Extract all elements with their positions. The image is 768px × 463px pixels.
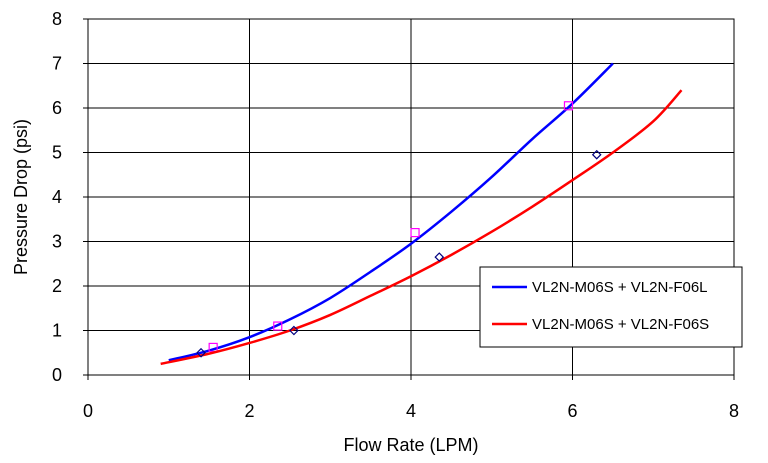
series-layer xyxy=(160,62,683,366)
series-1-point xyxy=(563,101,574,111)
x-tick-label: 8 xyxy=(729,401,739,421)
y-tick-label: 5 xyxy=(52,143,62,163)
y-tick-label: 6 xyxy=(52,98,62,118)
y-tick-label: 1 xyxy=(52,321,62,341)
series-2-point xyxy=(196,347,206,358)
series-1-point xyxy=(410,228,420,238)
series-1-line xyxy=(168,62,614,362)
y-tick-label: 8 xyxy=(52,9,62,29)
series-1-point xyxy=(273,321,283,331)
legend-label-series-1: VL2N-M06S + VL2N-F06L xyxy=(532,279,708,296)
legend: VL2N-M06S + VL2N-F06L VL2N-M06S + VL2N-F… xyxy=(479,266,743,348)
series-2-point xyxy=(289,325,299,336)
y-tick-label: 3 xyxy=(52,232,62,252)
tick-labels: 0 1 2 3 4 5 6 7 8 0 2 4 6 8 xyxy=(52,9,739,421)
y-tick-label: 2 xyxy=(52,276,62,296)
x-tick-label: 0 xyxy=(83,401,93,421)
x-tick-label: 2 xyxy=(244,401,254,421)
x-tick-label: 6 xyxy=(567,401,577,421)
series-2-point xyxy=(434,252,445,262)
legend-box xyxy=(479,266,743,348)
series-2-point xyxy=(591,149,602,160)
legend-label-series-2: VL2N-M06S + VL2N-F06S xyxy=(532,316,709,333)
y-tick-label: 0 xyxy=(52,365,62,385)
y-axis-label: Pressure Drop (psi) xyxy=(11,119,31,275)
x-tick-label: 4 xyxy=(406,401,416,421)
y-tick-label: 7 xyxy=(52,54,62,74)
y-tick-label: 4 xyxy=(52,187,62,207)
x-axis-label: Flow Rate (LPM) xyxy=(343,435,478,455)
series-2-line xyxy=(160,89,683,366)
